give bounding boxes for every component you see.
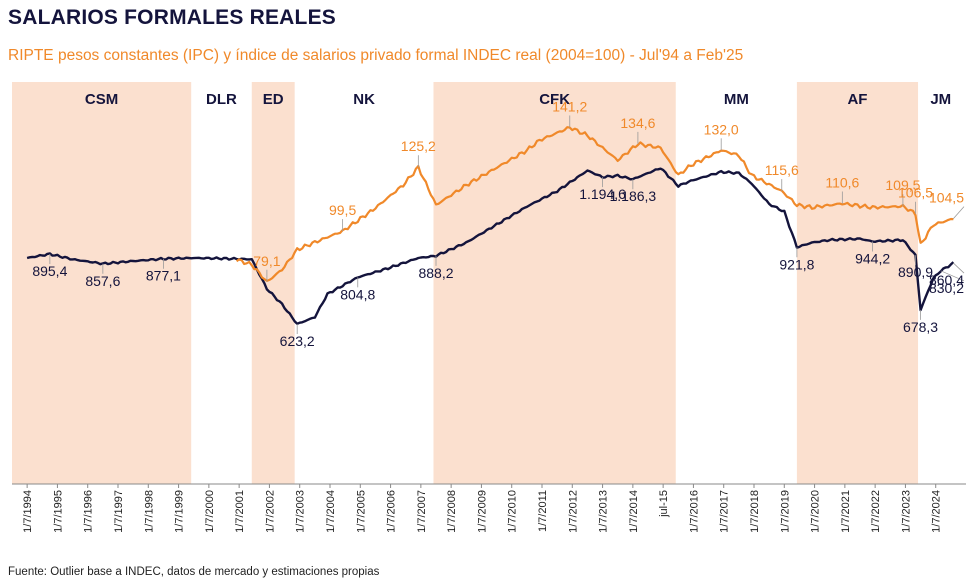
x-tick-label: jul-15 <box>658 490 670 518</box>
x-tick-label: 1/7/2014 <box>628 490 640 533</box>
x-tick-label: 1/7/1997 <box>113 490 125 533</box>
x-axis-ticks: 1/7/1994 1/7/1995 1/7/1996 1/7/1997 1/7/1998… <box>22 484 943 533</box>
x-tick-label: 1/7/2019 <box>779 490 791 533</box>
x-tick-label: 1/7/2003 <box>295 490 307 533</box>
period-label-cfk: CFK <box>539 91 570 108</box>
data-label-orange: 134,6 <box>620 115 655 131</box>
data-label-orange: 141,2 <box>552 98 587 114</box>
period-label-nk: NK <box>353 91 375 108</box>
data-label-navy: 804,8 <box>340 286 375 302</box>
period-bands <box>12 82 919 484</box>
data-label-navy: 678,3 <box>903 319 938 335</box>
period-labels: CSM DLR ED NK CFK MM AF JM <box>85 91 951 108</box>
x-tick-label: 1/7/2020 <box>810 490 822 533</box>
x-tick-label: 1/7/2002 <box>264 490 276 533</box>
x-tick-label: 1/7/2001 <box>234 490 246 533</box>
x-tick-label: 1/7/2023 <box>900 490 912 533</box>
data-label-orange: 104,5 <box>929 190 964 206</box>
data-label-orange: 132,0 <box>704 121 739 137</box>
period-label-mm: MM <box>724 91 749 108</box>
x-tick-label: 1/7/1996 <box>83 490 95 533</box>
data-label-orange: 106,5 <box>898 185 933 201</box>
data-label-orange: 109,5 <box>885 177 920 193</box>
series-line-orange <box>235 126 954 282</box>
data-label-navy: 830,2 <box>929 280 964 296</box>
data-label-orange: 115,6 <box>765 162 799 178</box>
x-tick-label: 1/7/2005 <box>355 490 367 533</box>
period-label-dlr: DLR <box>206 91 237 108</box>
x-tick-label: 1/7/1998 <box>143 490 155 533</box>
leader-line <box>953 206 965 219</box>
data-label-orange: 125,2 <box>401 138 436 154</box>
period-label-af: AF <box>847 91 867 108</box>
x-tick-label: 1/7/2006 <box>386 490 398 533</box>
leader-line <box>940 270 965 282</box>
period-band-csm <box>12 82 192 484</box>
data-labels: 895,4 857,6 877,1 623,2 804,8 888,2 1.194,61.1… <box>32 98 965 349</box>
data-label-navy: 857,6 <box>85 273 120 289</box>
data-label-navy: 895,4 <box>32 263 67 279</box>
period-band-cfk <box>433 82 676 484</box>
x-tick-label: 1/7/1995 <box>52 490 64 533</box>
chart-title: SALARIOS FORMALES REALES <box>8 6 336 29</box>
data-label-navy: 890,9 <box>898 264 933 280</box>
data-label-navy: 888,2 <box>418 265 453 281</box>
x-tick-label: 1/7/2021 <box>840 490 852 533</box>
x-tick-label: 1/7/2004 <box>325 490 337 533</box>
x-tick-label: 1/7/2024 <box>931 490 943 533</box>
data-label-navy: 921,8 <box>779 256 814 272</box>
x-tick-label: 1/7/1994 <box>22 490 34 533</box>
leader-line <box>953 262 965 274</box>
period-label-jm: JM <box>930 91 951 108</box>
data-label-navy: 860,4 <box>929 272 964 288</box>
x-tick-label: 1/7/2013 <box>598 490 610 533</box>
x-tick-label: 1/7/2007 <box>416 490 428 533</box>
x-tick-label: 1/7/2010 <box>507 490 519 533</box>
data-label-navy: 944,2 <box>855 250 890 266</box>
x-tick-label: 1/7/2008 <box>446 490 458 533</box>
data-label-orange: 79,1 <box>253 253 280 269</box>
data-label-orange: 110,6 <box>825 175 859 191</box>
period-band-af <box>796 82 919 484</box>
x-tick-label: 1/7/2011 <box>537 490 549 532</box>
x-tick-label: 1/7/2018 <box>749 490 761 533</box>
data-label-navy: 623,2 <box>280 333 315 349</box>
source-note: Fuente: Outlier base a INDEC, datos de m… <box>8 566 380 578</box>
x-tick-label: 1/7/2012 <box>567 490 579 533</box>
series-lines <box>26 126 955 325</box>
x-tick-label: 1/7/1999 <box>174 490 186 533</box>
x-tick-label: 1/7/2000 <box>204 490 216 533</box>
x-tick-label: 1/7/2009 <box>476 490 488 533</box>
period-band-ed <box>251 82 295 484</box>
x-tick-label: 1/7/2022 <box>870 490 882 533</box>
x-tick-label: 1/7/2017 <box>719 490 731 533</box>
data-label-orange: 99,5 <box>329 202 356 218</box>
data-label-navy: 877,1 <box>146 268 181 284</box>
data-label-navy: 1.186,3 <box>609 188 656 204</box>
period-label-ed: ED <box>263 91 284 108</box>
period-label-csm: CSM <box>85 91 118 108</box>
chart-subtitle: RIPTE pesos constantes (IPC) y índice de… <box>8 47 744 64</box>
series-line-navy <box>26 167 955 325</box>
data-label-navy: 1.194,6 <box>579 186 626 202</box>
x-tick-label: 1/7/2016 <box>688 490 700 533</box>
